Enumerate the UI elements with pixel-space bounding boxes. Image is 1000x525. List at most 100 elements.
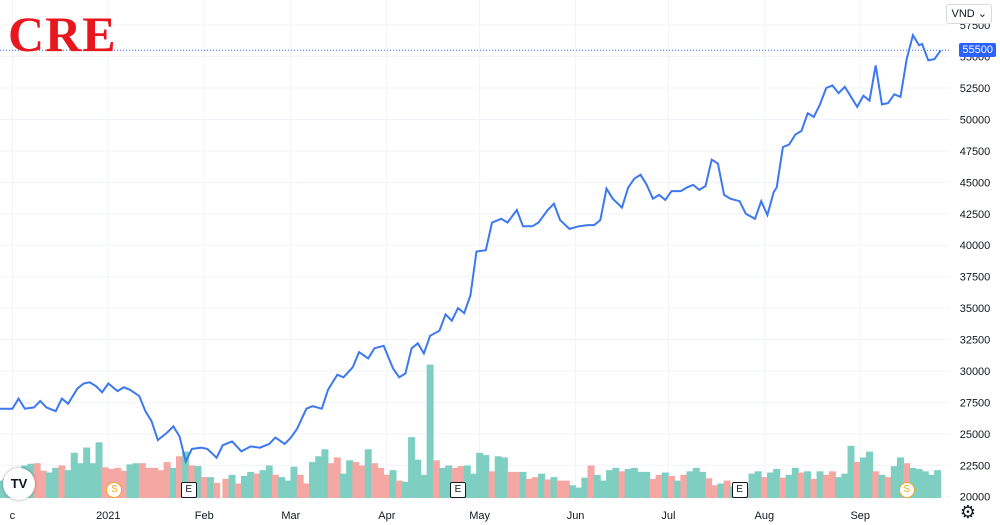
volume-bar: [630, 467, 638, 498]
volume-bar: [309, 462, 317, 498]
volume-bar: [661, 472, 669, 498]
gear-icon[interactable]: ⚙: [959, 502, 976, 522]
last-price-label: 55500: [959, 43, 996, 58]
volume-bar: [500, 457, 508, 498]
volume-bar: [711, 485, 719, 498]
volume-bar: [389, 470, 397, 498]
y-tick-label: 27500: [960, 397, 991, 409]
volume-bar: [822, 474, 830, 498]
volume-bar: [488, 471, 496, 498]
volume-bar: [909, 467, 917, 498]
volume-bar: [562, 480, 570, 498]
x-tick-label: Mar: [281, 510, 300, 522]
volume-bar: [835, 477, 843, 498]
volume-bar: [915, 469, 923, 498]
volume-bar: [853, 462, 861, 498]
volume-bar: [587, 465, 595, 498]
volume-bar: [290, 466, 298, 498]
y-tick-label: 45000: [960, 177, 991, 189]
x-axis-background: [0, 503, 1000, 525]
volume-bar: [206, 477, 214, 498]
volume-bar: [83, 447, 91, 498]
volume-bar: [692, 467, 700, 498]
volume-bar: [240, 475, 248, 498]
chevron-down-icon: ⌄: [977, 8, 987, 20]
volume-bar: [315, 456, 323, 498]
volume-bar: [890, 466, 898, 498]
volume-bar: [896, 457, 904, 498]
x-tick-label: Sep: [850, 510, 870, 522]
volume-bar: [33, 463, 41, 498]
earnings-marker-icon[interactable]: E: [449, 482, 466, 498]
volume-bar: [213, 482, 221, 498]
volume-bar: [810, 478, 818, 498]
volume-bar: [222, 478, 230, 498]
volume-bar: [346, 460, 354, 498]
volume-bar: [432, 460, 440, 498]
volume-bar: [163, 462, 171, 498]
volume-bar: [70, 452, 78, 498]
volume-bar: [859, 457, 867, 498]
volume-bar: [624, 469, 632, 498]
y-axis[interactable]: 20000 22500 25000 27500 30000 32500 35000 37500…: [950, 0, 1000, 525]
volume-bar: [482, 455, 490, 498]
price-line-series: [0, 32, 942, 465]
volume-bar: [643, 471, 651, 498]
x-axis[interactable]: c 2021 Feb Mar Apr May Jun Jul Aug Sep: [0, 503, 1000, 525]
volume-bar: [637, 471, 645, 498]
volume-bar: [841, 473, 849, 498]
volume-bar: [525, 478, 533, 498]
volume-bar: [333, 457, 341, 498]
volume-bar: [927, 474, 935, 498]
volume-bar: [791, 467, 799, 498]
earnings-marker-icon[interactable]: E: [180, 482, 197, 498]
volume-bar: [169, 467, 177, 498]
volume-bar: [866, 451, 874, 498]
volume-bar: [52, 467, 60, 498]
volume-bar: [228, 474, 236, 498]
volume-bar: [445, 465, 453, 498]
x-tick-label: Aug: [755, 510, 775, 522]
volume-bar: [64, 470, 72, 498]
volume-bar: [878, 474, 886, 498]
volume-bar: [760, 477, 768, 498]
y-tick-label: 40000: [960, 240, 991, 252]
earnings-marker-icon[interactable]: E: [731, 482, 748, 498]
volume-bar: [182, 451, 190, 498]
volume-bar: [370, 463, 378, 498]
volume-bar: [476, 452, 484, 498]
volume-bar: [364, 449, 372, 498]
volume-bar: [46, 472, 54, 498]
volume-bar: [581, 477, 589, 498]
volume-bar: [188, 465, 196, 498]
volume-bar: [556, 480, 564, 498]
currency-selector[interactable]: VND ⌄: [946, 4, 992, 24]
dividend-marker-icon[interactable]: S: [898, 482, 915, 498]
volume-bar: [544, 479, 552, 498]
volume-bar: [513, 471, 521, 498]
volume-bar: [157, 470, 165, 498]
volume-bar: [667, 475, 675, 498]
tradingview-logo-icon[interactable]: TV: [3, 468, 35, 500]
volume-bar: [439, 467, 447, 498]
volume-bar: [151, 467, 159, 498]
watermark-logo: CRE: [8, 6, 117, 62]
volume-bar: [339, 473, 347, 498]
volume-bar: [420, 474, 428, 498]
volume-bar: [649, 478, 657, 498]
volume-bar: [126, 464, 134, 498]
volume-bar: [234, 483, 242, 498]
volume-bar: [426, 364, 434, 498]
dividend-marker-icon[interactable]: S: [106, 482, 123, 498]
volume-bar: [145, 467, 153, 498]
volume-bar: [599, 480, 607, 498]
volume-bar: [698, 471, 706, 498]
volume-bar: [754, 471, 762, 498]
y-tick-label: 30000: [960, 366, 991, 378]
volume-bar: [575, 487, 583, 498]
y-axis-background: [950, 0, 1000, 525]
volume-bar: [284, 480, 292, 498]
volume-bar: [39, 470, 47, 498]
volume-bar: [175, 456, 183, 498]
